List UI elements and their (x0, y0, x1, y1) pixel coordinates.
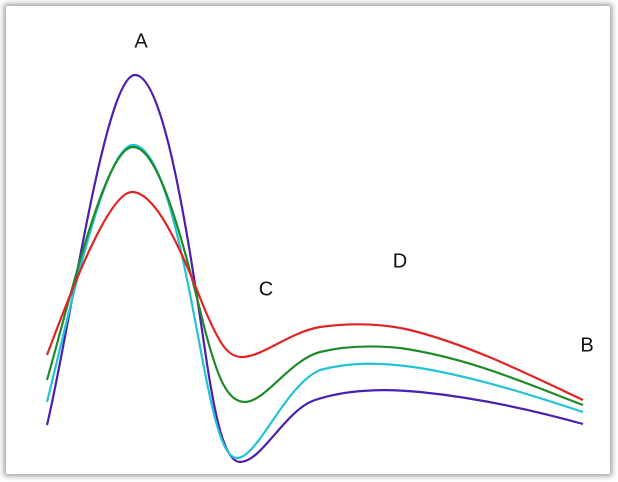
panel (6, 6, 610, 474)
label-a: A (134, 30, 148, 52)
curve-red (45, 190, 584, 401)
label-d: D (393, 250, 407, 272)
curve-purple (45, 73, 584, 464)
label-c: C (259, 278, 273, 300)
curve-green (45, 145, 584, 407)
label-b: B (580, 334, 593, 356)
